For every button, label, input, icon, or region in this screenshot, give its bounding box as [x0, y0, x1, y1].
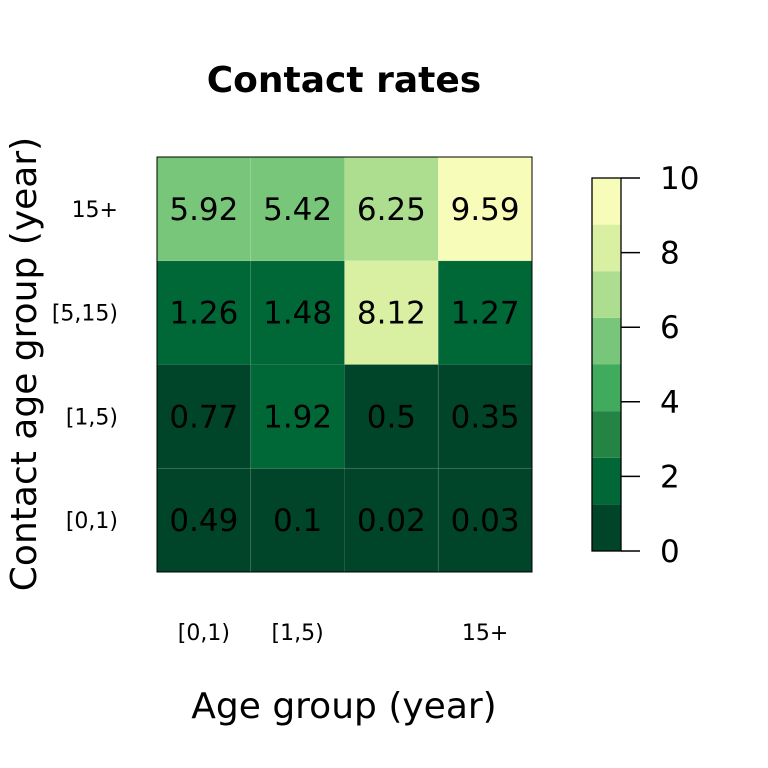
cell-value-label: 1.26: [169, 296, 238, 332]
x-tick-label: [1,5): [272, 621, 324, 646]
colorbar-frame: [591, 177, 622, 552]
heatmap-cell: [156, 467, 252, 573]
colorbar-swatch: [592, 224, 621, 272]
cell-value-label: 0.03: [451, 503, 520, 539]
colorbar-tick-label: 4: [660, 385, 680, 421]
heatmap-cell: [437, 364, 533, 469]
heatmap-value-labels: 0.49 0.1 0.02 0.03 0.77 1.92 0.5 0.35 1.26 1.48 8.…: [169, 192, 519, 539]
heatmap-cell: [250, 467, 345, 573]
colorbar-swatch: [592, 457, 621, 505]
cell-value-label: 0.35: [451, 399, 520, 435]
cell-value-label: 5.92: [169, 192, 238, 228]
cell-value-label: 0.77: [169, 399, 238, 435]
colorbar: 0 2 4 6 8 10: [591, 161, 699, 570]
heatmap-cell: [437, 467, 533, 573]
cell-value-label: 1.48: [263, 296, 332, 332]
colorbar-tick-label: 0: [660, 534, 680, 570]
cell-value-label: 5.42: [263, 192, 332, 228]
cell-value-label: 0.5: [367, 399, 416, 435]
heatmap-cell: [344, 156, 439, 262]
chart-title: Contact rates: [207, 60, 481, 101]
heatmap-cell: [250, 364, 345, 469]
cell-value-label: 1.92: [263, 399, 332, 435]
colorbar-tick-label: 6: [660, 310, 680, 346]
plot-frame: [156, 156, 533, 573]
x-tick-label: [0,1): [178, 621, 230, 646]
colorbar-swatch: [592, 317, 621, 365]
y-tick-label: [5,15): [52, 302, 118, 327]
colorbar-tick-label: 10: [660, 161, 699, 197]
heatmap-cell: [437, 260, 533, 365]
heatmap-cells: [156, 156, 533, 573]
colorbar-tick-label: 8: [660, 236, 680, 272]
heatmap-cell: [156, 156, 252, 262]
cell-value-label: 8.12: [357, 296, 426, 332]
y-tick-label: 15+: [72, 198, 118, 223]
colorbar-swatch: [592, 411, 621, 458]
colorbar-swatch: [592, 364, 621, 412]
cell-value-label: 0.49: [169, 503, 238, 539]
heatmap-cell: [437, 156, 533, 262]
cell-value-label: 0.02: [357, 503, 426, 539]
y-tick-label: [1,5): [66, 405, 118, 430]
cell-value-label: 6.25: [357, 192, 426, 228]
x-axis-label: Age group (year): [191, 686, 496, 727]
heatmap-cell: [250, 260, 345, 365]
cell-value-label: 0.1: [273, 503, 322, 539]
y-tick-label: [0,1): [66, 509, 118, 534]
heatmap-cell: [344, 364, 439, 469]
heatmap-cell: [156, 364, 252, 469]
y-axis-label: Contact age group (year): [4, 137, 45, 591]
colorbar-swatch: [592, 504, 621, 551]
y-tick-labels: [0,1) [1,5) [5,15) 15+: [52, 198, 118, 534]
colorbar-swatch: [592, 271, 621, 318]
cell-value-label: 9.59: [451, 192, 520, 228]
x-tick-labels: [0,1) [1,5) 15+: [178, 621, 509, 646]
colorbar-tick-label: 2: [660, 459, 680, 495]
x-tick-label: 15+: [462, 621, 508, 646]
colorbar-swatch: [592, 178, 621, 225]
cell-value-label: 1.27: [451, 296, 520, 332]
